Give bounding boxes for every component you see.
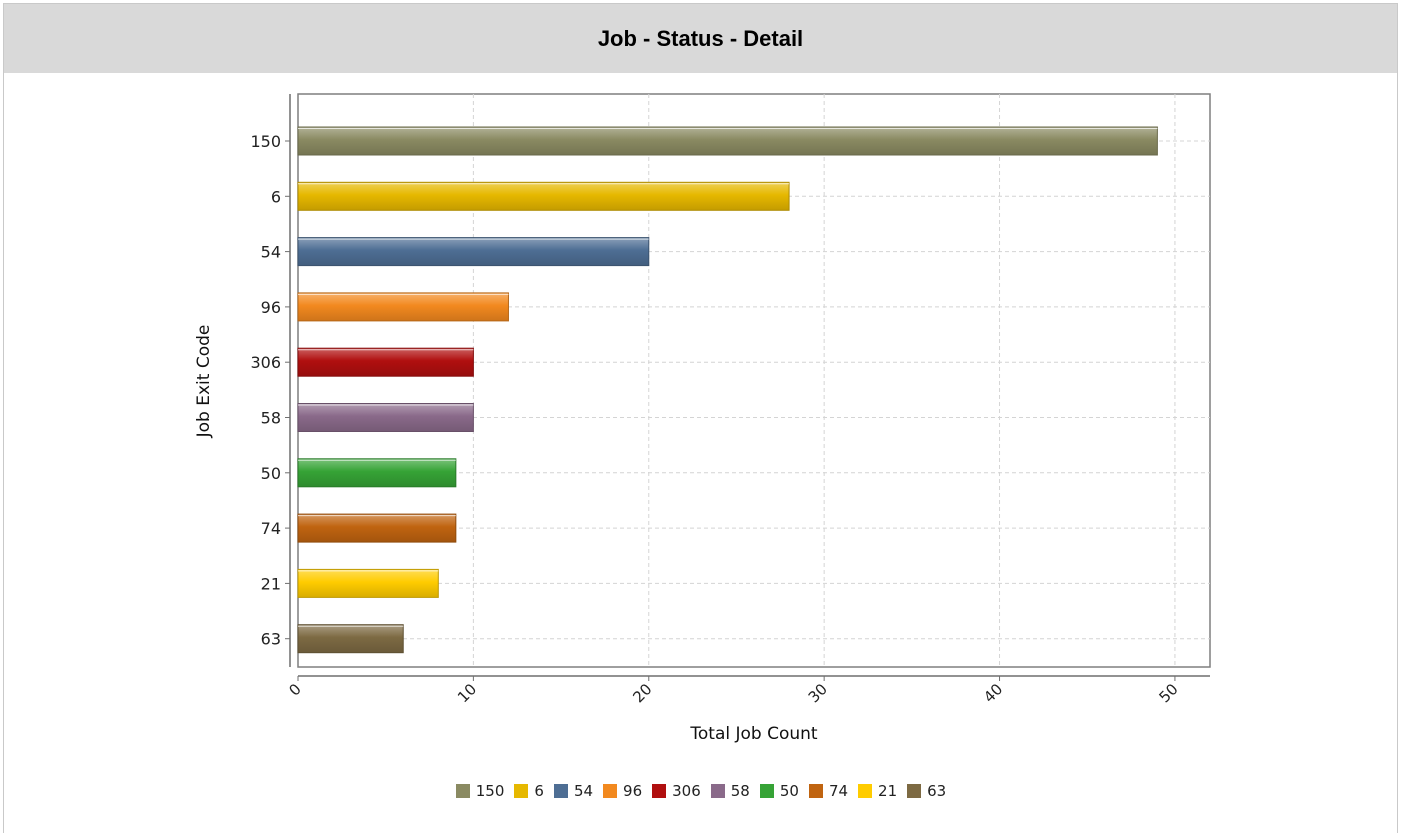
panel-header: Job - Status - Detail: [4, 4, 1397, 73]
bar-306: [297, 347, 474, 377]
y-tick-label: 96: [261, 298, 281, 317]
legend-label: 74: [828, 782, 849, 800]
x-tick-label: 40: [980, 680, 1006, 706]
legend-swatch: [652, 784, 667, 798]
legend-item: 50: [759, 782, 799, 800]
legend-label: 96: [623, 782, 643, 800]
bar-58: [297, 403, 474, 432]
y-tick-label: 6: [271, 187, 281, 206]
chart-legend: 150 6 54 96 306 58 50 74 21 63: [0, 779, 1402, 803]
y-tick-label: 21: [261, 574, 281, 593]
legend-label: 21: [878, 782, 898, 800]
bar-96: [297, 292, 509, 322]
legend-item: 6: [514, 782, 544, 800]
legend-label: 50: [779, 782, 799, 800]
legend-swatch: [858, 784, 873, 798]
bar-54: [297, 237, 650, 267]
legend-item: 63: [907, 782, 946, 800]
y-tick-label: 74: [261, 519, 281, 538]
y-tick-label: 63: [261, 630, 281, 649]
legend-item: 74: [808, 782, 849, 800]
legend-item: 96: [603, 782, 642, 800]
x-tick-label: 0: [285, 680, 304, 699]
x-tick-label: 50: [1156, 680, 1182, 706]
x-tick-label: 20: [629, 680, 655, 706]
legend-swatch: [553, 784, 568, 798]
bar-74: [297, 513, 457, 543]
bar-150: [297, 126, 1158, 156]
bar-6: [297, 181, 790, 211]
x-axis-label: Total Job Count: [689, 724, 818, 744]
legend-swatch: [710, 784, 725, 798]
page-title: Job - Status - Detail: [597, 25, 804, 51]
bar-63: [297, 624, 404, 654]
legend-swatch: [603, 784, 618, 798]
legend-label: 54: [573, 782, 594, 800]
y-axis-label: Job Exit Code: [194, 325, 214, 439]
legend-item: 54: [553, 782, 594, 800]
y-tick-label: 306: [250, 353, 281, 372]
legend-label: 6: [534, 782, 544, 800]
bar-21: [297, 568, 439, 598]
legend-swatch: [759, 784, 774, 798]
x-tick-label: 30: [805, 680, 831, 706]
legend-swatch: [514, 784, 529, 798]
legend-swatch: [907, 784, 922, 798]
legend-label: 150: [475, 782, 505, 800]
legend-label: 58: [730, 782, 750, 800]
y-tick-label: 150: [250, 132, 281, 151]
legend-item: 306: [652, 782, 701, 800]
legend-swatch: [455, 784, 470, 798]
bar-50: [297, 458, 457, 488]
y-tick-label: 58: [261, 409, 281, 428]
legend-swatch: [808, 784, 823, 798]
legend-item: 21: [858, 782, 897, 800]
legend-label: 63: [927, 782, 947, 800]
y-tick-label: 50: [261, 464, 281, 483]
legend-label: 306: [672, 782, 701, 800]
y-tick-label: 54: [261, 243, 281, 262]
x-tick-label: 10: [454, 680, 480, 706]
legend-item: 150: [455, 782, 505, 800]
legend-item: 58: [710, 782, 750, 800]
